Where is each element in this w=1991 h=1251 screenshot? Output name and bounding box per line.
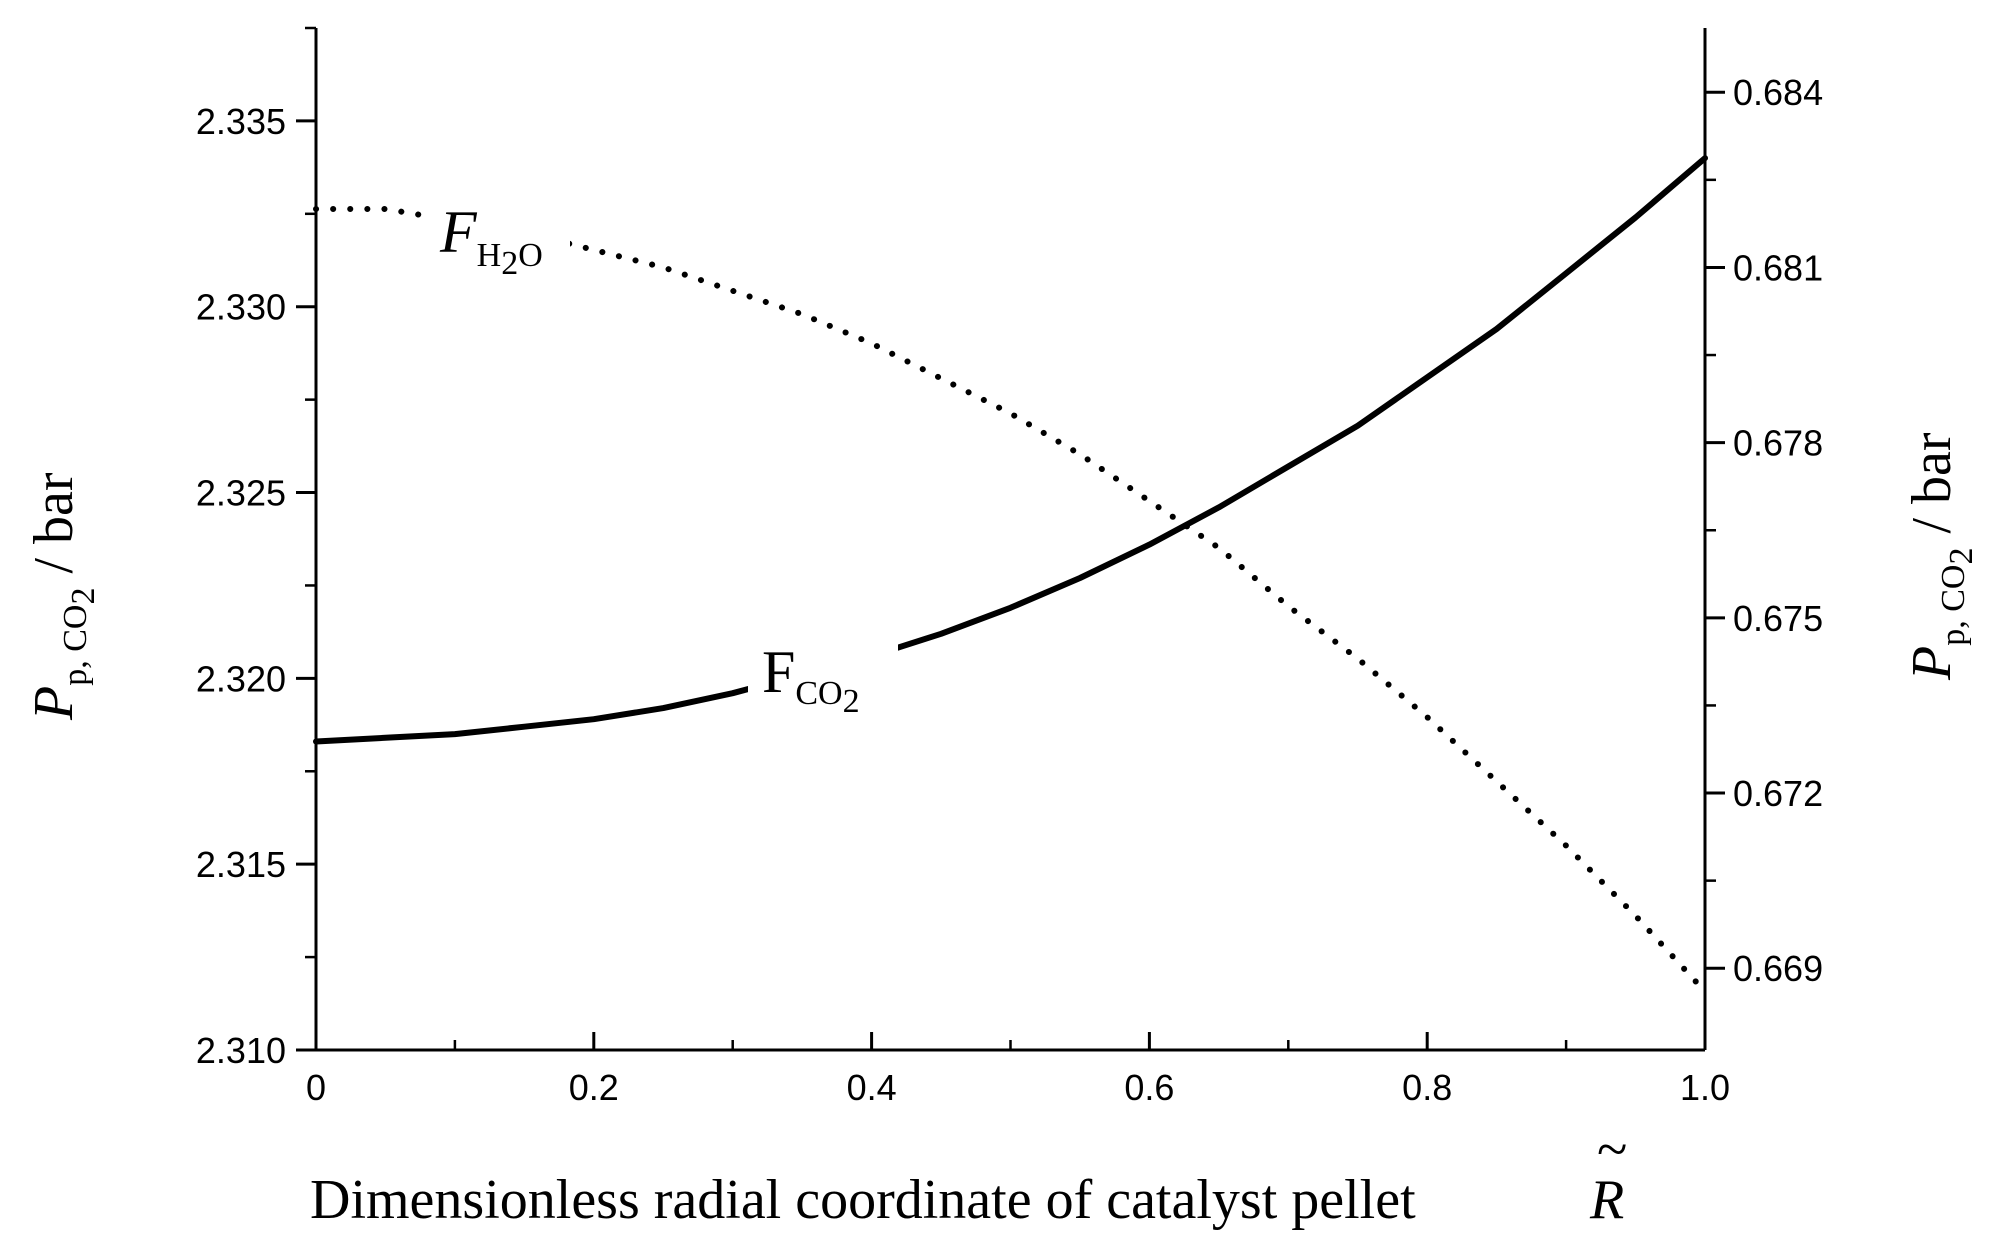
series-label-h2o-sub: H	[477, 237, 502, 274]
y-left-tick-label: 2.330	[196, 287, 286, 328]
series-label-h2o-gap	[430, 195, 570, 285]
y-left-title-sub2: 2	[65, 588, 102, 605]
series-label-co2-main: F	[762, 639, 795, 705]
x-tick-label: 0	[306, 1067, 326, 1108]
series-line-co2	[313, 155, 1708, 745]
series-label-h2o-sub3: O	[518, 237, 543, 274]
y-left-tick-label: 2.320	[196, 658, 286, 699]
x-axis-ticks: 0 0.2 0.4 0.6 0.8 1.0	[306, 1032, 1730, 1108]
y-right-tick-label: 0.678	[1733, 423, 1823, 464]
y-right-tick-label: 0.672	[1733, 773, 1823, 814]
y-left-title-sub: p, CO	[57, 605, 94, 686]
series-label-h2o-main: F	[439, 199, 478, 265]
x-tick-label: 0.6	[1124, 1067, 1174, 1108]
x-tick-label: 1.0	[1680, 1067, 1730, 1108]
x-axis-title: Dimensionless radial coordinate of catal…	[310, 1169, 1416, 1231]
y-right-tick-label: 0.669	[1733, 948, 1823, 989]
plot-frame	[314, 28, 1707, 1052]
y-left-tick-label: 2.310	[196, 1030, 286, 1071]
x-tick-label: 0.8	[1402, 1067, 1452, 1108]
y-left-axis-title: Pp, CO2 / bar	[23, 472, 102, 721]
series-label-co2-sub2: 2	[843, 683, 860, 720]
y-right-title-sub2: 2	[1943, 548, 1980, 565]
y-right-title-unit: / bar	[1901, 432, 1963, 547]
y-right-tick-label: 0.681	[1733, 247, 1823, 288]
x-axis-symbol-accent: ~	[1597, 1119, 1627, 1181]
y-right-tick-label: 0.684	[1733, 72, 1823, 113]
x-axis-title-text: Dimensionless radial coordinate of catal…	[310, 1169, 1416, 1231]
series-layer	[313, 155, 1708, 995]
y-left-title-unit: / bar	[23, 472, 85, 587]
y-right-tick-label: 0.675	[1733, 598, 1823, 639]
y-right-axis-title: Pp, CO2 / bar	[1901, 432, 1980, 681]
series-label-co2-sub: CO	[795, 675, 842, 712]
x-tick-label: 0.4	[847, 1067, 897, 1108]
y-right-axis-ticks: 0.669 0.672 0.675 0.678 0.681 0.684	[1705, 72, 1823, 989]
x-tick-label: 0.2	[569, 1067, 619, 1108]
series-label-co2: FCO2	[762, 639, 860, 720]
series-label-co2-gap	[748, 620, 898, 710]
x-axis-symbol: R	[1589, 1169, 1624, 1231]
y-left-tick-label: 2.315	[196, 844, 286, 885]
y-left-tick-label: 2.335	[196, 101, 286, 142]
y-left-tick-label: 2.325	[196, 473, 286, 514]
y-left-axis-ticks: 2.310 2.315 2.320 2.325 2.330 2.335	[196, 26, 316, 1071]
series-label-h2o-sub2: 2	[501, 245, 518, 282]
series-label-h2o: FH2O	[439, 199, 543, 282]
y-right-title-sub: p, CO	[1935, 565, 1972, 646]
y-left-title-main: P	[23, 686, 85, 721]
y-right-title-main: P	[1901, 646, 1963, 681]
